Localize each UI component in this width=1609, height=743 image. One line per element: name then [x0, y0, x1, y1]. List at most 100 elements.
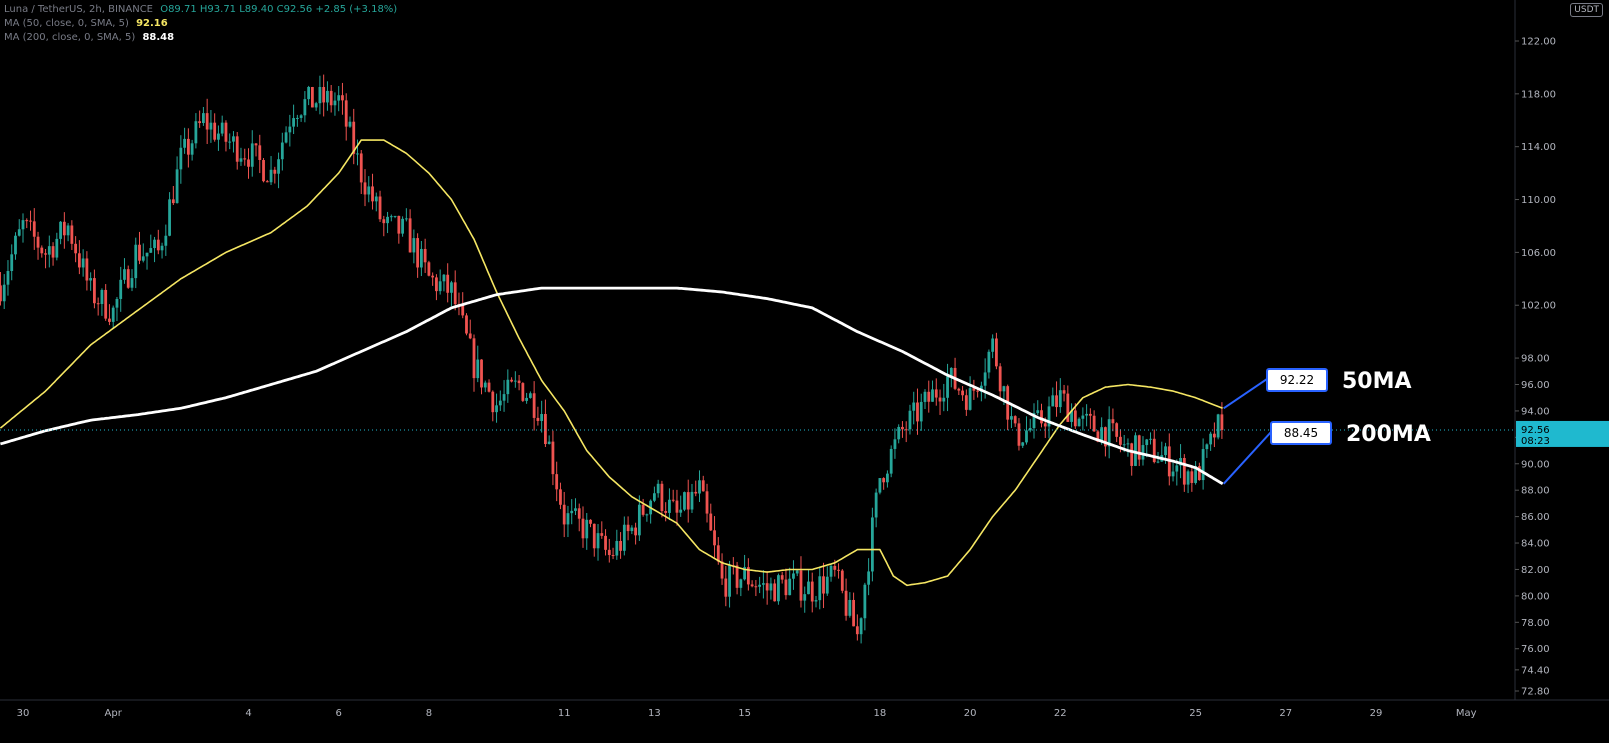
candle-body: [837, 569, 840, 571]
candle: [314, 101, 318, 111]
time-tick-label: 13: [648, 708, 661, 719]
callout-pointer: [1222, 431, 1272, 485]
candle-body: [1141, 445, 1145, 460]
candle-body: [93, 278, 96, 304]
candle: [491, 390, 495, 422]
candle-body: [792, 573, 795, 579]
candle-body: [498, 400, 502, 406]
price-tick-label: 78.00: [1521, 618, 1550, 629]
candle: [168, 192, 171, 237]
currency-button[interactable]: USDT: [1570, 3, 1603, 17]
candle-body: [408, 218, 412, 253]
candle-body: [423, 248, 427, 263]
candle-body: [1051, 395, 1055, 407]
candle-body: [341, 95, 344, 101]
candle-body: [919, 401, 923, 422]
candle: [822, 562, 825, 609]
candle-body: [886, 473, 889, 483]
candle-body: [126, 269, 130, 288]
candle: [589, 519, 592, 528]
candle: [1025, 416, 1028, 445]
candle: [919, 393, 923, 431]
candle: [472, 334, 476, 392]
candle-body: [1036, 410, 1040, 414]
candle: [186, 128, 190, 168]
candle-body: [1017, 423, 1021, 446]
candle: [720, 553, 724, 585]
candle-body: [280, 142, 284, 160]
candle: [923, 389, 927, 409]
time-tick-label: 8: [426, 708, 432, 719]
candle-body: [502, 394, 506, 401]
candle: [566, 505, 570, 538]
candle-body: [1205, 444, 1209, 450]
candle: [2, 274, 6, 310]
candle: [626, 516, 630, 541]
candle: [359, 149, 363, 195]
candle-body: [77, 253, 81, 268]
candle: [1111, 408, 1115, 432]
time-axis[interactable]: 30 Apr 4 6 8 11 13 15 18 20 22 25 27 29 May: [17, 708, 1477, 719]
candle-body: [637, 504, 641, 536]
legend-ma200-row[interactable]: MA (200, close, 0, SMA, 5) 88.48: [4, 31, 397, 45]
candle: [1137, 434, 1141, 467]
candle-body: [607, 549, 611, 556]
candle: [517, 374, 521, 391]
candle-body: [431, 275, 435, 278]
candle: [889, 445, 893, 478]
candle-body: [551, 441, 555, 475]
candle-body: [923, 391, 927, 402]
candle-body: [746, 567, 750, 585]
candle: [183, 127, 187, 154]
candle: [585, 513, 589, 550]
candle-body: [893, 439, 897, 449]
candle-body: [32, 221, 36, 237]
candle-body: [145, 252, 149, 257]
candle: [630, 525, 634, 535]
candle-body: [25, 220, 29, 222]
candle-body: [472, 338, 476, 379]
candle: [904, 421, 908, 443]
price-tick-label: 102.00: [1521, 301, 1556, 312]
candle: [810, 572, 814, 613]
candle: [604, 529, 607, 556]
candle: [957, 387, 961, 395]
candle: [878, 478, 882, 495]
candle-body: [138, 244, 141, 261]
candle: [51, 242, 55, 266]
candle-body: [419, 248, 423, 268]
candle-body: [1190, 471, 1194, 483]
candle: [419, 241, 423, 277]
candle: [498, 390, 502, 411]
legend-ma50-row[interactable]: MA (50, close, 0, SMA, 5) 92.16: [4, 17, 397, 31]
candle: [145, 252, 149, 270]
candle: [1017, 418, 1021, 451]
candle: [371, 173, 374, 210]
candle: [694, 480, 698, 497]
candle-body: [1164, 446, 1167, 456]
candle-body: [356, 153, 359, 155]
candle-body: [303, 99, 307, 116]
grid: [0, 0, 1609, 701]
candle: [292, 104, 295, 135]
candle-body: [326, 90, 329, 103]
price-axis[interactable]: 122.00 118.00 114.00 110.00 106.00 102.00 98.0…: [1515, 37, 1609, 698]
candle-body: [153, 239, 156, 249]
candle-body: [258, 145, 262, 161]
candle-body: [36, 236, 40, 248]
candle: [724, 566, 728, 607]
candle-body: [641, 504, 645, 515]
candle: [111, 305, 115, 329]
candle-body: [720, 561, 724, 579]
candle-body: [228, 141, 232, 143]
candle-body: [217, 133, 220, 140]
candle-body: [690, 491, 694, 510]
candle: [386, 211, 389, 234]
candle: [995, 332, 998, 370]
candle-body: [867, 571, 871, 585]
candle-body: [1081, 415, 1085, 419]
candle-body: [1021, 442, 1025, 446]
candle: [393, 215, 397, 219]
candle-body: [566, 513, 570, 525]
